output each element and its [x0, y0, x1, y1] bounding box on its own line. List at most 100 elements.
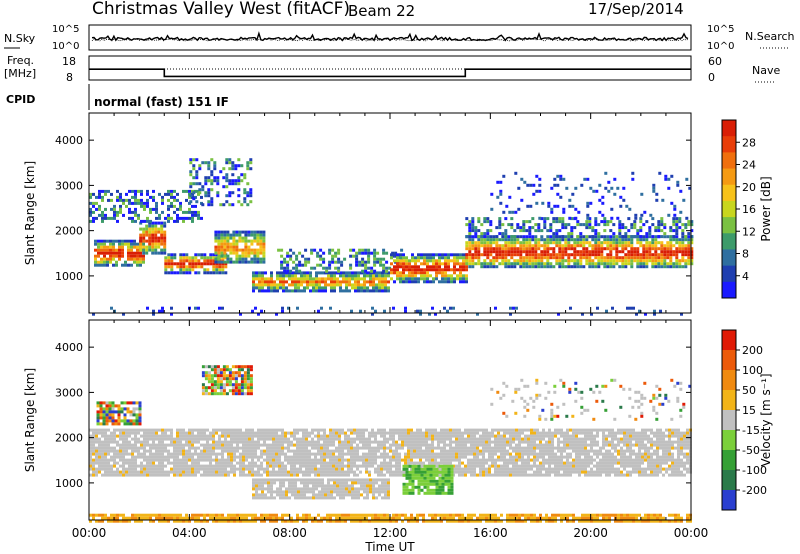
- data-cell: [483, 265, 487, 269]
- data-cell: [591, 244, 595, 248]
- data-cell: [116, 455, 119, 459]
- data-cell: [260, 452, 263, 456]
- data-cell: [465, 265, 468, 269]
- data-cell: [521, 455, 524, 459]
- data-cell: [191, 443, 194, 447]
- data-cell: [631, 171, 635, 175]
- data-cell: [663, 250, 667, 254]
- data-cell: [212, 449, 215, 453]
- data-cell: [89, 207, 92, 211]
- data-cell: [621, 241, 625, 245]
- data-cell: [89, 201, 92, 205]
- data-cell: [350, 470, 353, 474]
- data-cell: [152, 207, 155, 211]
- data-cell: [155, 443, 158, 447]
- data-cell: [332, 470, 335, 474]
- data-cell: [314, 458, 317, 462]
- data-cell: [155, 431, 158, 435]
- data-cell: [347, 458, 350, 462]
- data-cell: [118, 257, 121, 261]
- data-cell: [232, 239, 236, 243]
- data-cell: [455, 446, 458, 450]
- data-cell: [663, 244, 667, 248]
- data-cell: [509, 443, 512, 447]
- data-cell: [289, 248, 293, 252]
- data-cell: [380, 440, 383, 444]
- data-cell: [257, 431, 260, 435]
- data-cell: [224, 470, 227, 474]
- data-cell: [146, 189, 149, 193]
- data-cell: [282, 271, 285, 275]
- data-cell: [143, 464, 146, 468]
- data-cell: [684, 244, 688, 248]
- data-cell: [513, 250, 517, 254]
- data-cell: [146, 306, 149, 310]
- data-cell: [261, 277, 264, 281]
- data-cell: [158, 216, 161, 220]
- data-cell: [372, 271, 375, 275]
- data-cell: [232, 245, 236, 249]
- data-cell: [491, 464, 494, 468]
- data-cell: [479, 449, 482, 453]
- data-cell: [146, 434, 149, 438]
- data-cell: [468, 244, 472, 248]
- data-cell: [494, 446, 497, 450]
- data-cell: [152, 195, 155, 199]
- data-cell: [597, 247, 601, 251]
- data-cell: [564, 247, 568, 251]
- data-cell: [354, 286, 357, 290]
- data-cell: [426, 259, 429, 263]
- data-cell: [217, 248, 221, 252]
- data-cell: [539, 455, 542, 459]
- data-cell: [606, 220, 610, 224]
- data-cell: [543, 223, 547, 227]
- data-cell: [290, 455, 293, 459]
- data-cell: [338, 434, 341, 438]
- data-cell: [212, 265, 216, 269]
- data-cell: [612, 244, 616, 248]
- data-cell: [591, 265, 595, 269]
- data-cell: [507, 223, 511, 227]
- data-cell: [305, 440, 308, 444]
- data-cell: [401, 470, 404, 474]
- data-cell: [588, 235, 592, 239]
- data-cell: [504, 244, 508, 248]
- data-cell: [101, 452, 104, 456]
- data-cell: [259, 239, 263, 243]
- data-cell: [224, 428, 227, 432]
- data-cell: [564, 244, 568, 248]
- data-cell: [146, 201, 149, 205]
- data-cell: [275, 458, 278, 462]
- data-cell: [101, 464, 104, 468]
- data-cell: [458, 431, 461, 435]
- data-cell: [254, 455, 257, 459]
- data-cell: [305, 458, 308, 462]
- data-cell: [107, 437, 110, 441]
- data-cell: [642, 265, 646, 269]
- data-cell: [468, 265, 472, 269]
- data-cell: [548, 443, 551, 447]
- data-cell: [663, 223, 667, 227]
- data-cell: [443, 461, 446, 465]
- data-cell: [586, 213, 590, 217]
- data-cell: [284, 458, 287, 462]
- data-cell: [655, 192, 659, 196]
- data-cell: [140, 219, 143, 223]
- data-cell: [266, 464, 269, 468]
- data-cell: [330, 289, 333, 293]
- data-cell: [164, 271, 168, 275]
- data-cell: [291, 280, 294, 284]
- data-cell: [167, 428, 170, 432]
- data-cell: [387, 280, 390, 284]
- data-cell: [567, 223, 571, 227]
- data-cell: [258, 277, 261, 281]
- data-cell: [651, 244, 655, 248]
- data-cell: [404, 434, 407, 438]
- data-cell: [546, 235, 550, 239]
- data-cell: [666, 253, 670, 257]
- data-cell: [570, 247, 574, 251]
- data-cell: [125, 437, 128, 441]
- data-cell: [533, 434, 536, 438]
- data-cell: [600, 250, 604, 254]
- data-cell: [515, 431, 518, 435]
